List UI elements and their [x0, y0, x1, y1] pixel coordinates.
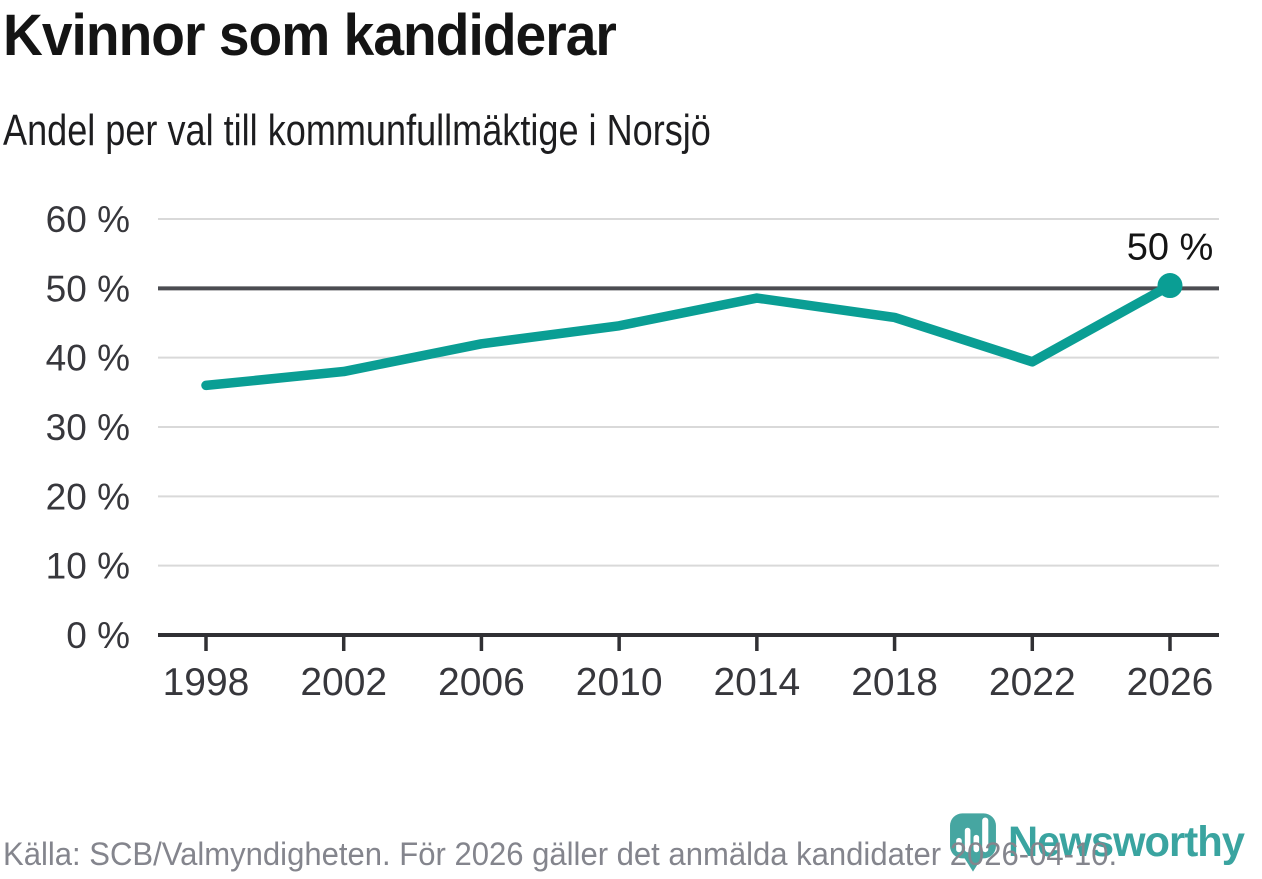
newsworthy-pin-icon: [950, 813, 996, 872]
newsworthy-wordmark: Newsworthy: [1008, 818, 1245, 866]
x-tick-label: 1998: [163, 661, 250, 704]
x-tick-label: 2018: [851, 661, 938, 704]
chart-subtitle: Andel per val till kommunfullmäktige i N…: [3, 106, 711, 155]
end-point-dot: [1157, 273, 1183, 299]
y-tick-label: 0 %: [66, 615, 130, 656]
y-tick-label: 10 %: [46, 546, 130, 587]
y-tick-label: 50 %: [46, 268, 130, 309]
x-tick-label: 2026: [1127, 661, 1214, 704]
chart-title: Kvinnor som kandiderar: [3, 3, 617, 68]
x-tick-label: 2010: [576, 661, 663, 704]
y-tick-label: 40 %: [46, 338, 130, 379]
x-tick-label: 2022: [989, 661, 1076, 704]
newsworthy-logo: Newsworthy: [949, 812, 1251, 874]
y-tick-label: 30 %: [46, 407, 130, 448]
x-tick-label: 2006: [438, 661, 525, 704]
y-tick-label: 20 %: [46, 476, 130, 517]
x-tick-label: 2002: [300, 661, 387, 704]
source-note: Källa: SCB/Valmyndigheten. För 2026 gäll…: [3, 836, 1118, 872]
y-tick-label: 60 %: [46, 199, 130, 240]
x-tick-label: 2014: [713, 661, 800, 704]
trend-line: [201, 280, 1175, 391]
end-value-label: 50 %: [1127, 227, 1214, 269]
